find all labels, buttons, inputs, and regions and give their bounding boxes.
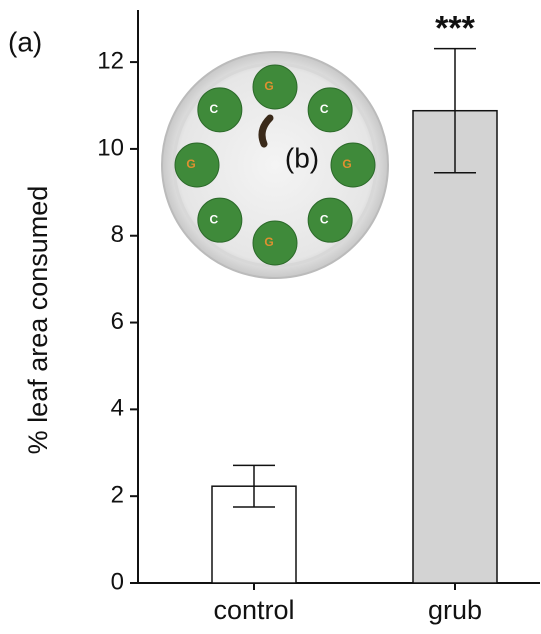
leaf-disc [308,198,352,242]
leaf-label: C [210,212,219,226]
leaf-disc [253,221,297,265]
x-tick-label: grub [428,595,482,625]
leaf-disc [308,88,352,132]
x-tick-label: control [213,595,294,625]
significance-label: *** [435,10,475,48]
y-axis-label: % leaf area consumed [23,186,53,455]
leaf-label: G [264,79,273,93]
leaf-label: C [320,212,329,226]
inset-photo: G C G C G C G C (b) [162,52,388,278]
y-tick-label: 2 [111,482,124,509]
y-tick-label: 4 [111,395,124,422]
y-tick-label: 10 [97,134,124,161]
leaf-disc [198,88,242,132]
leaf-label: G [264,235,273,249]
leaf-label: C [210,102,219,116]
panel-label: (a) [8,26,42,57]
inset-label: (b) [285,142,319,173]
y-tick-label: 0 [111,568,124,595]
leaf-label: G [342,157,351,171]
leaf-label: G [186,157,195,171]
leaf-label: C [320,102,329,116]
y-tick-label: 12 [97,47,124,74]
leaf-disc [331,143,375,187]
chart: (a) % leaf area consumed G C G C G C G C (b) 0 2 4… [0,0,541,634]
leaf-disc [198,198,242,242]
y-tick-label: 6 [111,308,124,335]
leaf-disc [175,143,219,187]
y-tick-label: 8 [111,221,124,248]
leaf-disc [253,65,297,109]
bar [413,111,497,583]
